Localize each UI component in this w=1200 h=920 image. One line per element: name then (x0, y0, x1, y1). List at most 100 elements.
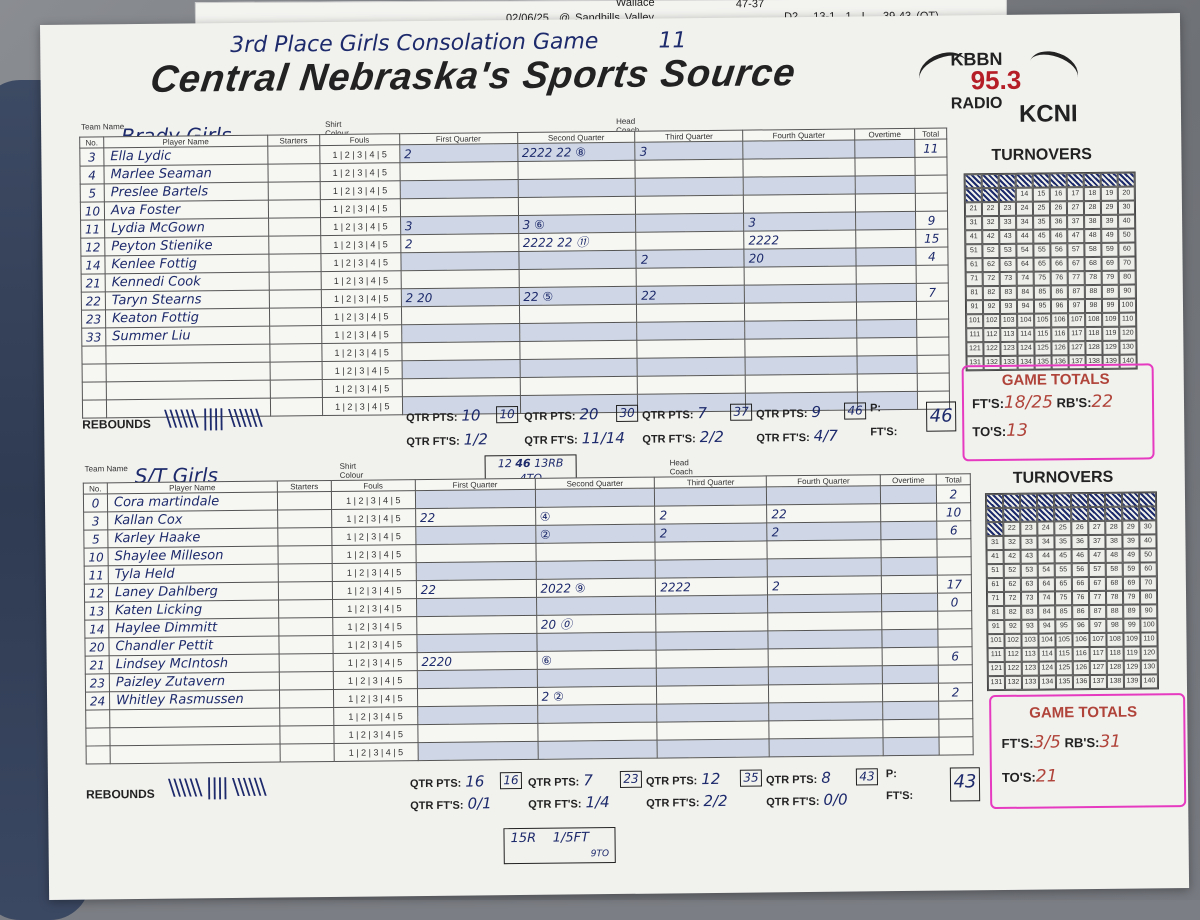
turnover-cell: 34 (1016, 215, 1034, 230)
player-name: Preslee Bartels (104, 182, 269, 202)
ot-cell (854, 157, 916, 176)
turnover-cell: 1 (964, 174, 982, 189)
player-number: 23 (85, 673, 110, 693)
turnover-cell: 23 (998, 201, 1017, 216)
turnover-cell: 94 (1016, 299, 1035, 314)
q2-cell (537, 704, 658, 724)
total-cell (938, 700, 973, 720)
turnover-cell: 34 (1037, 535, 1055, 550)
turnover-cell: 76 (1050, 271, 1068, 286)
turnover-cell: 100 (1140, 618, 1158, 633)
turnover-cell: 73 (1020, 591, 1039, 606)
q4-cell (766, 485, 881, 505)
starter-cell (278, 617, 333, 637)
total-cell: 6 (938, 646, 973, 666)
scoresheet: 3rd Place Girls Consolation Game 11 Centr… (40, 13, 1190, 900)
turnover-cell: 104 (1017, 313, 1035, 328)
turnover-cell: 35 (1033, 215, 1051, 230)
total-cell: 2 (938, 682, 973, 702)
turnover-cell: 126 (1051, 341, 1069, 356)
turnover-cell: 75 (1054, 591, 1073, 606)
player-number: 12 (84, 583, 109, 603)
turnover-cell: 77 (1088, 590, 1107, 606)
turnover-cell: 82 (982, 285, 1000, 301)
player-number: 4 (79, 165, 105, 185)
turnover-cell: 69 (1101, 256, 1119, 271)
turnover-cell: 5 (1053, 493, 1072, 508)
kbbn-kcni-logo: KBBN 95.3 RADIO KCNI (910, 42, 1086, 134)
q2-cell (517, 160, 636, 180)
turnover-cell: 114 (1017, 327, 1035, 342)
ot-cell (880, 521, 937, 540)
q2-cell: 20 ⓪ (536, 614, 657, 634)
turnover-cell: 104 (1038, 633, 1056, 648)
player-name (106, 380, 271, 400)
turnover-cell: 43 (999, 229, 1017, 244)
q2-cell (518, 304, 638, 324)
q1-cell: 2 (399, 143, 518, 163)
q2-cell: ② (535, 524, 656, 544)
turnover-cell: 40 (1118, 214, 1136, 229)
q1-cell (417, 723, 538, 743)
player-name: Whitley Rasmussen (109, 690, 280, 710)
player-name: Chandler Pettit (108, 636, 279, 656)
team2-rebound-tally: \\\\\\ |||| \\\\\\ (167, 774, 265, 801)
ot-cell (855, 175, 916, 194)
turnover-cell: 1 (985, 493, 1004, 509)
q3-cell (636, 231, 745, 251)
turnover-cell: 38 (1105, 534, 1123, 549)
fouls-cell: 1 | 2 | 3 | 4 | 5 (333, 670, 418, 690)
turnover-cell: 57 (1088, 562, 1106, 578)
q4-cell (767, 539, 882, 559)
turnover-cell: 100 (1118, 298, 1137, 313)
q4-cell (743, 157, 856, 178)
fouls-cell: 1 | 2 | 3 | 4 | 5 (321, 360, 402, 380)
turnover-cell: 67 (1067, 257, 1085, 272)
q4-cell (744, 319, 857, 340)
team2-scoring-table: No. Player Name Starters Fouls First Qua… (82, 473, 974, 765)
turnover-cell: 85 (1055, 605, 1073, 620)
turnover-cell: 52 (1003, 563, 1021, 578)
turnover-cell: 4 (1036, 493, 1055, 508)
turnover-cell: 76 (1071, 591, 1090, 606)
q2-cell: ⑥ (536, 650, 657, 670)
turnover-cell: 11 (986, 507, 1004, 523)
turnover-cell: 84 (1038, 605, 1056, 620)
total-cell: 6 (936, 520, 971, 540)
turnover-cell: 102 (1004, 633, 1022, 648)
turnover-cell: 112 (983, 327, 1001, 343)
fouls-cell: 1 | 2 | 3 | 4 | 5 (319, 180, 401, 200)
turnover-cell: 111 (966, 328, 984, 343)
turnover-cell: 51 (986, 563, 1004, 579)
q1-cell (401, 323, 520, 343)
turnover-cell: 68 (1084, 256, 1102, 272)
q4-cell (767, 593, 882, 613)
turnover-cell: 116 (1072, 647, 1090, 662)
turnover-cell: 31 (965, 216, 983, 231)
starter-cell (277, 509, 332, 529)
team2-q2-fts: QTR FT'S: 1/4 (528, 793, 610, 812)
player-number: 22 (81, 291, 106, 311)
turnover-cell: 30 (1139, 520, 1157, 535)
q3-cell (655, 594, 768, 615)
turnover-cell: 64 (1037, 577, 1055, 592)
q4-cell (745, 337, 858, 358)
turnover-cell: 140 (1140, 674, 1159, 689)
turnover-cell: 88 (1084, 284, 1102, 300)
fouls-cell: 1 | 2 | 3 | 4 | 5 (333, 724, 418, 744)
team2-rebounds-label: REBOUNDS (85, 786, 155, 802)
q3-cell (636, 267, 745, 287)
turnover-cell: 10 (1117, 172, 1135, 187)
player-number: 14 (84, 619, 109, 639)
q4-cell: 2222 (743, 229, 856, 250)
q3-cell: 22 (636, 285, 745, 305)
q3-cell: 2222 (655, 576, 768, 597)
turnover-cell: 130 (1140, 660, 1158, 675)
turnover-cell: 133 (1021, 675, 1040, 690)
player-number: 0 (83, 493, 108, 513)
team2-q1-pts: QTR PTS: 16 (409, 772, 485, 791)
turnover-cell: 97 (1067, 299, 1086, 314)
q2-cell: ④ (535, 506, 656, 526)
turnover-cell: 89 (1123, 604, 1141, 619)
turnover-cell: 99 (1101, 298, 1120, 313)
